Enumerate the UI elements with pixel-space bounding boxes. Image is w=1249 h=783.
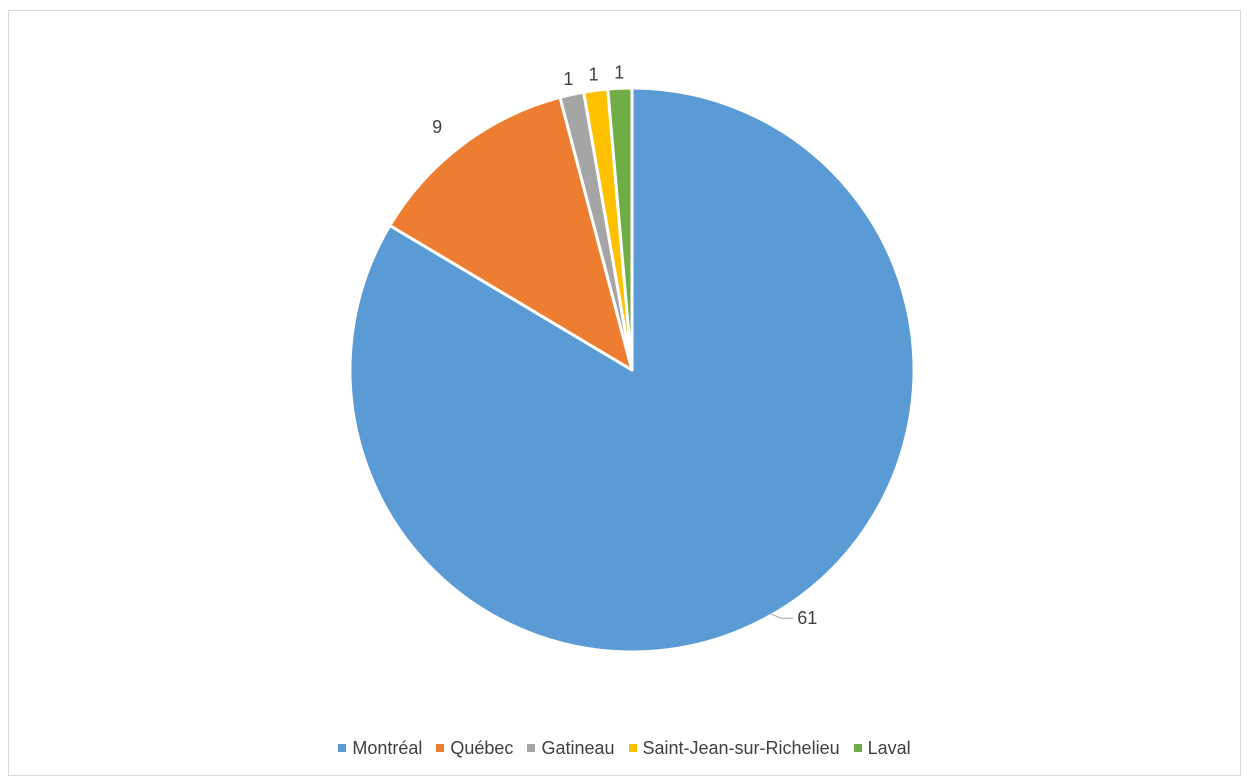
data-label-0: 61 — [797, 608, 817, 628]
legend-swatch-4 — [853, 744, 862, 752]
legend-swatch-0 — [338, 744, 347, 752]
legend-swatch-3 — [628, 744, 637, 752]
legend-swatch-2 — [527, 744, 536, 752]
legend-label-2: Gatineau — [541, 737, 615, 758]
legend-label-3: Saint-Jean-sur-Richelieu — [642, 737, 840, 758]
data-label-1: 9 — [432, 117, 442, 137]
legend-label-0: Montréal — [352, 737, 423, 758]
leader-line-0 — [769, 612, 794, 619]
legend-item-4: Laval — [853, 737, 911, 759]
data-label-3: 1 — [589, 65, 599, 85]
legend-item-2: Gatineau — [527, 737, 615, 759]
legend-item-0: Montréal — [338, 738, 422, 759]
legend-label-1: Québec — [450, 737, 514, 758]
data-label-4: 1 — [614, 62, 624, 82]
pie-slice-1 — [388, 95, 634, 372]
data-label-2: 1 — [563, 69, 573, 89]
chart-legend: Montréal Québec Gatineau Saint-Jean-sur-Ric… — [0, 736, 1249, 760]
pie-slice-0 — [348, 86, 916, 654]
legend-item-1: Québec — [436, 738, 513, 759]
pie-slice-4 — [606, 86, 634, 372]
legend-label-4: Laval — [867, 737, 911, 758]
legend-item-3: Saint-Jean-sur-Richelieu — [628, 737, 840, 759]
legend-swatch-1 — [436, 744, 445, 752]
